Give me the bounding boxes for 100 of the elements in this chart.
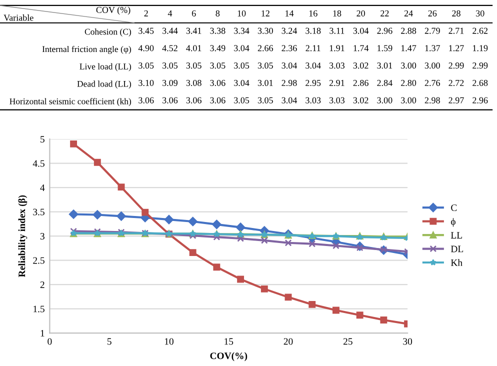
x-tick-label: 10: [164, 338, 174, 345]
x-tick-label: 30: [476, 10, 484, 16]
x-tick-label: 22: [380, 10, 389, 16]
data-label: 2.96: [472, 97, 488, 104]
data-label: 3.44: [162, 28, 178, 34]
y-axis-title: Reliability index (β): [18, 195, 28, 278]
data-label: 3.05: [162, 62, 178, 69]
data-label: 3.01: [258, 80, 273, 86]
data-label: 1.27: [449, 45, 464, 52]
data-label: 2.62: [472, 28, 488, 34]
data-label: 3.24: [282, 28, 298, 34]
data-label: 2.86: [353, 80, 368, 86]
data-label: 3.03: [330, 97, 345, 104]
data-label: 3.06: [210, 80, 226, 86]
y-tick-label: Horizontal seismic coefficient (kh): [10, 98, 132, 106]
data-label: 3.02: [353, 97, 368, 104]
data-label: 3.05: [258, 97, 273, 104]
x-axis-title: COV (%): [96, 6, 130, 15]
data-label: 3.04: [282, 97, 298, 104]
data-label: 3.00: [424, 62, 440, 69]
data-label: 3.03: [330, 62, 345, 69]
x-tick-label: 10: [238, 10, 246, 16]
data-label: 1.74: [354, 45, 369, 52]
x-tick-label: 14: [286, 10, 294, 16]
x-tick-label: 24: [404, 10, 413, 16]
data-label: 2.84: [377, 80, 392, 86]
data-label: 2.88: [401, 28, 416, 34]
data-label: 3.45: [138, 28, 154, 34]
data-label: 2.11: [306, 45, 320, 52]
x-tick-label: 30: [403, 338, 412, 345]
data-label: 3.03: [306, 97, 321, 104]
data-label: 3.01: [377, 62, 392, 69]
data-label: 2.80: [401, 80, 416, 86]
y-tick-label: 2: [40, 282, 44, 288]
x-tick-label: 20: [284, 338, 293, 345]
legend-label: LL: [450, 232, 462, 238]
data-label: 3.05: [234, 97, 250, 104]
y-tick-label: 1.5: [34, 306, 44, 312]
legend-label: C: [451, 204, 457, 212]
data-label: 2.97: [448, 97, 464, 104]
x-axis-title: COV(%): [210, 352, 248, 362]
data-label: 2.99: [448, 62, 464, 69]
data-label: 1.19: [472, 45, 488, 52]
x-tick-label: 26: [428, 10, 437, 16]
data-label: 2.68: [472, 80, 488, 86]
data-label: 2.79: [424, 28, 440, 34]
data-label: 3.02: [353, 62, 368, 69]
data-label: 3.06: [186, 97, 202, 104]
data-label: 4.52: [162, 45, 178, 52]
legend-label: DL: [450, 246, 464, 252]
data-label: 2.98: [424, 97, 440, 104]
data-label: 2.72: [448, 80, 464, 86]
y-tick-label: 4: [40, 184, 45, 191]
data-label: 3.05: [138, 62, 154, 69]
x-tick-label: 16: [309, 10, 318, 16]
y-tick-label: Live load (LL): [80, 63, 132, 72]
x-tick-label: 8: [216, 10, 220, 16]
legend-label: Kh: [450, 259, 462, 266]
data-label: 3.05: [186, 62, 202, 69]
data-label: 2.95: [306, 80, 321, 86]
x-tick-label: 0: [48, 338, 52, 345]
data-label: 1.37: [425, 45, 440, 52]
data-label: 2.91: [329, 80, 344, 86]
x-tick-label: 15: [224, 338, 234, 345]
data-label: 3.10: [138, 80, 154, 86]
data-label: 3.04: [234, 80, 250, 86]
x-tick-label: 28: [452, 10, 460, 16]
y-tick-label: 3.5: [33, 208, 44, 216]
legend-label: ϕ: [450, 218, 456, 227]
data-label: 2.36: [282, 45, 297, 52]
data-label: 3.41: [186, 28, 202, 34]
data-label: 3.00: [401, 97, 416, 104]
y-tick-label: Cohesion (C): [84, 28, 132, 36]
data-label: 4.01: [186, 45, 202, 52]
y-tick-label: Internal friction angle (φ): [42, 46, 132, 54]
y-tick-label: Dead load (LL): [77, 80, 132, 89]
x-tick-label: 20: [356, 10, 365, 16]
data-label: 3.05: [234, 62, 250, 69]
data-label: 3.05: [258, 62, 273, 69]
data-label: 3.05: [210, 62, 226, 69]
x-tick-label: 4: [168, 10, 172, 16]
data-label: 3.04: [306, 62, 321, 69]
data-label: 3.04: [282, 62, 298, 69]
data-label: 4.90: [138, 45, 154, 52]
data-label: 2.99: [472, 62, 488, 69]
data-label: 2.98: [282, 80, 297, 86]
data-label: 2.66: [258, 45, 274, 52]
y-tick-label: 5: [40, 136, 44, 143]
data-label: 3.04: [353, 28, 369, 34]
data-label: 3.38: [210, 28, 226, 34]
data-label: 2.71: [448, 28, 464, 34]
data-label: 1.91: [330, 45, 344, 52]
data-label: 3.09: [162, 80, 178, 86]
data-label: 2.76: [424, 80, 440, 86]
x-tick-label: 12: [262, 10, 270, 16]
y-tick-label: 1: [40, 330, 44, 336]
data-label: 3.00: [401, 62, 416, 69]
x-tick-label: 6: [192, 10, 196, 16]
data-label: 1.59: [378, 45, 392, 52]
y-tick-label: 2.5: [33, 257, 44, 264]
